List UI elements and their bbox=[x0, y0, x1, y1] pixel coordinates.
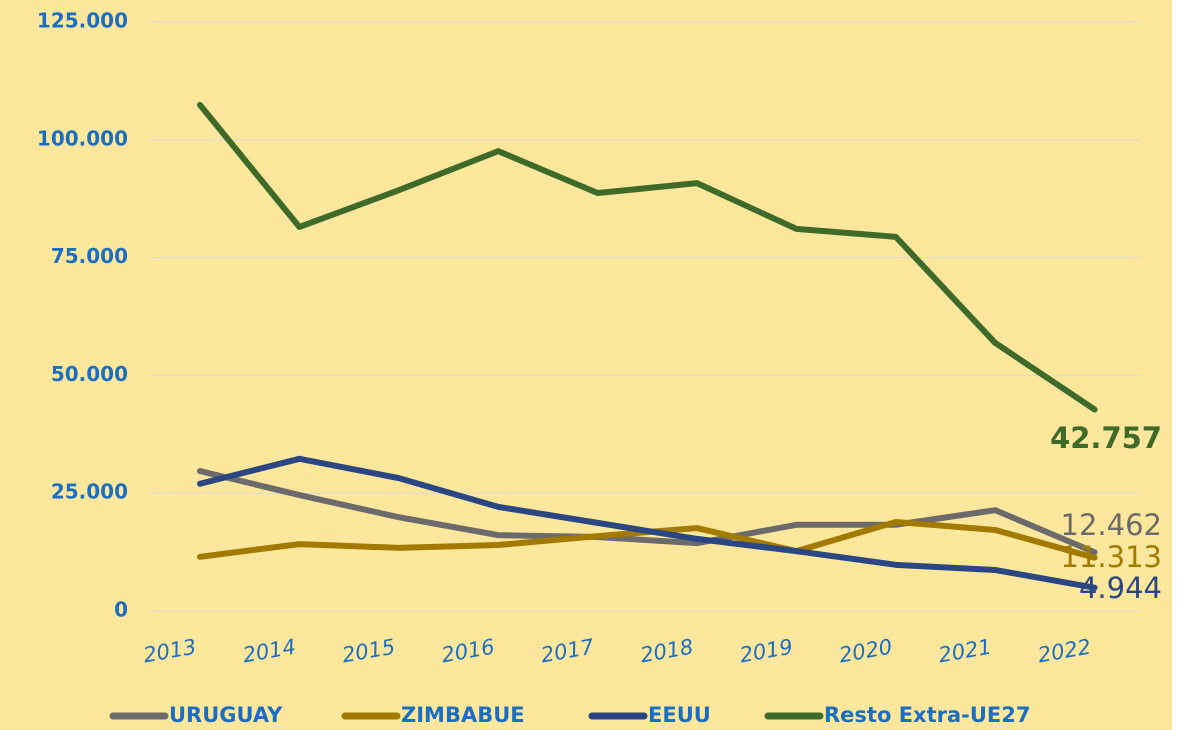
data-label: 42.757 bbox=[1050, 421, 1162, 455]
series-line bbox=[197, 468, 1098, 556]
series-line bbox=[197, 101, 1098, 413]
series-line bbox=[197, 455, 1098, 591]
y-tick-label: 100.000 bbox=[37, 126, 128, 150]
data-label: 4.944 bbox=[1079, 571, 1162, 605]
data-label: 11.313 bbox=[1061, 540, 1162, 574]
y-tick-label: 0 bbox=[114, 598, 128, 622]
y-tick-label: 25.000 bbox=[51, 480, 128, 504]
y-tick-label: 75.000 bbox=[51, 244, 128, 268]
legend-label: URUGUAY bbox=[169, 703, 283, 727]
legend-label: Resto Extra-UE27 bbox=[824, 703, 1030, 727]
y-tick-label: 50.000 bbox=[51, 362, 128, 386]
y-tick-label: 125.000 bbox=[37, 9, 128, 33]
legend-label: EEUU bbox=[648, 703, 711, 727]
legend-label: ZIMBABUE bbox=[401, 703, 525, 727]
data-label: 12.462 bbox=[1061, 508, 1162, 542]
